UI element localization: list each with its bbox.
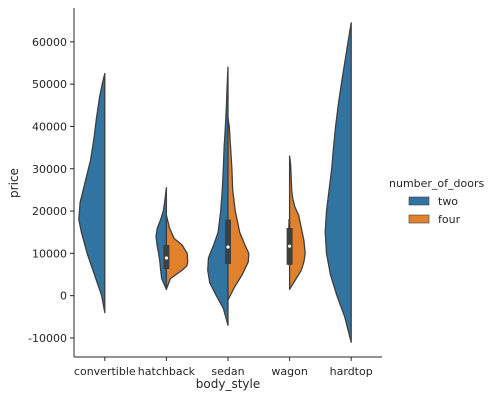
violin-convertible-two [78,72,106,314]
legend: number_of_doors two four [389,177,484,226]
y-tick-label: 60000 [32,36,67,49]
median-dot-sedan [226,245,230,249]
legend-label-four: four [438,213,461,226]
violin-hardtop-two [324,22,352,343]
inner-box-sedan [225,219,231,264]
violin-sedan-four [227,117,250,301]
y-tick-label: 10000 [32,247,67,260]
violin-layer [78,22,352,343]
x-axis-label: body_style [196,377,260,391]
legend-label-two: two [438,195,458,208]
x-tick-label: wagon [271,365,307,378]
x-tick-label: convertible [74,365,136,378]
violin-sedan-two [207,66,229,326]
y-tick-label: 50000 [32,78,67,91]
axes: -10000 0 10000 20000 30000 40000 50000 60000 con… [28,8,382,378]
y-tick-label: -10000 [28,332,67,345]
legend-swatch-two [408,196,430,206]
y-tick-label: 40000 [32,120,67,133]
x-tick-label: hatchback [138,365,196,378]
median-dot-wagon [288,244,292,248]
y-tick-label: 30000 [32,163,67,176]
violin-wagon-four [288,155,306,290]
y-tick-label: 20000 [32,205,67,218]
y-axis-label: price [7,168,21,198]
legend-swatch-four [408,214,430,224]
violin-hatchback-two [155,187,168,290]
inner-box-layer [163,219,293,270]
x-tick-label: sedan [211,365,244,378]
x-tick-label: hardtop [330,365,373,378]
violin-hatchback-four [165,214,189,290]
legend-title: number_of_doors [389,177,484,190]
y-tick-label: 0 [60,290,67,303]
median-dot-hatchback [164,256,168,260]
